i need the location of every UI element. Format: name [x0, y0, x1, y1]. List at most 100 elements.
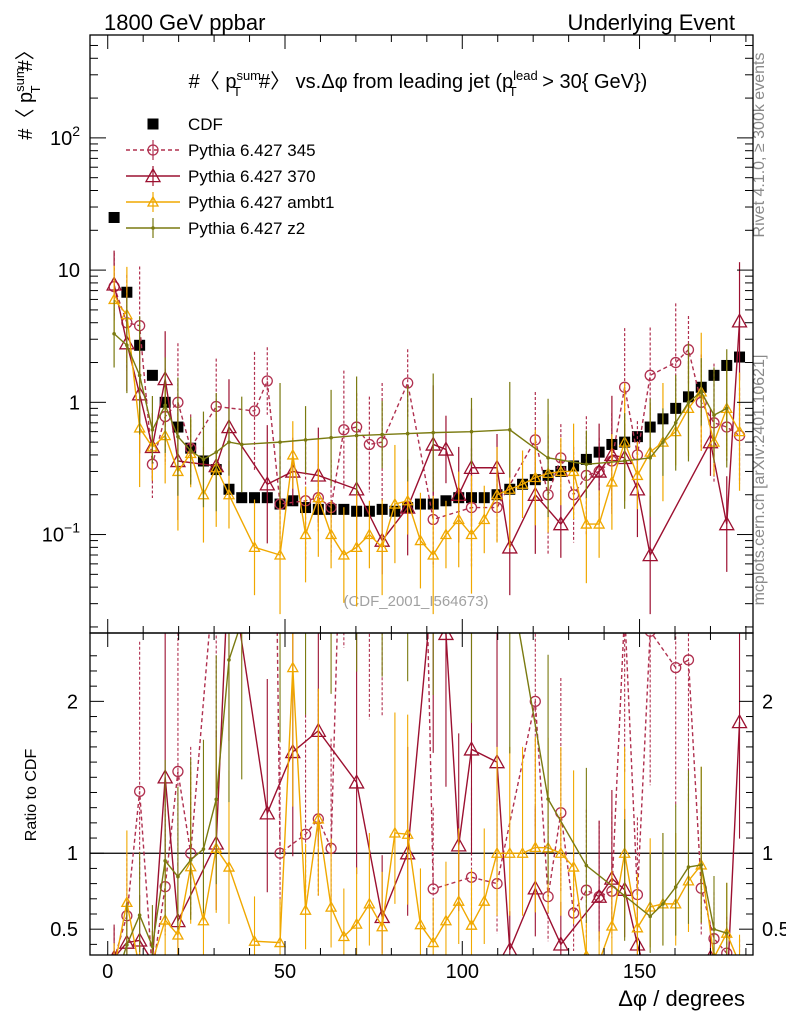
data-point-p345 [670, 356, 682, 369]
data-point-ambt1 [452, 513, 465, 525]
legend-entry-cdf: CDF [147, 115, 223, 134]
data-point-z2 [137, 373, 142, 378]
ratio-point-p345 [147, 968, 157, 978]
data-point-z2 [239, 442, 244, 447]
ratio-point-ambt1 [273, 936, 287, 948]
ratio-point-z2 [214, 797, 219, 802]
series-cdf [108, 211, 746, 517]
legend-entry-ambt1: Pythia 6.427 ambt1 [126, 192, 334, 212]
ratio-point-p345 [274, 847, 286, 859]
ratio-point-ambt1 [478, 894, 491, 906]
header-right: Underlying Event [567, 10, 735, 35]
data-point-p345 [338, 424, 350, 436]
ratio-point-z2 [661, 902, 665, 906]
ratio-point-ambt1 [299, 903, 312, 915]
data-point-ambt1 [401, 494, 414, 506]
ratio-point-z2 [176, 874, 180, 879]
ratio-point-ambt1 [452, 894, 465, 906]
ratio-point-ambt1 [594, 957, 604, 966]
legend-label: Pythia 6.427 370 [188, 167, 316, 186]
legend-marker [146, 195, 160, 207]
data-point-p370 [552, 515, 569, 531]
ratio-point-p345 [620, 605, 630, 615]
ratio-point-ambt1 [222, 860, 236, 872]
ratio-point-ambt1 [567, 860, 580, 872]
data-point-ambt1 [427, 548, 440, 560]
data-point-z2 [469, 429, 474, 434]
x-tick-label: 50 [274, 961, 296, 983]
ratio-series-z2 [112, 620, 729, 987]
ratio-point-ambt1 [350, 917, 363, 929]
data-point-ambt1 [273, 548, 287, 560]
ratio-point-ambt1 [376, 920, 389, 932]
data-point-z2 [163, 403, 167, 408]
ratio-point-ambt1 [159, 913, 172, 925]
data-point-ambt1 [733, 425, 746, 437]
ratio-y-tick-label-left: 0.5 [50, 919, 78, 941]
data-point-p370 [259, 475, 276, 491]
ratio-point-p345 [644, 633, 656, 637]
legend-entry-z2: Pythia 6.427 z2 [126, 218, 305, 238]
data-point-z2 [507, 427, 512, 432]
data-point-z2 [227, 440, 231, 444]
ratio-point-p345 [670, 661, 682, 674]
ratio-point-ambt1 [414, 918, 427, 930]
data-point-ambt1 [222, 488, 236, 500]
data-point-z2 [303, 438, 308, 442]
ratio-point-p345 [735, 961, 745, 971]
ratio-point-ambt1 [135, 964, 145, 973]
data-point-cdf [236, 492, 248, 504]
ratio-line-p345 [114, 633, 730, 955]
ratio-point-z2 [201, 847, 206, 851]
data-point-z2 [405, 431, 410, 436]
data-point-p370 [718, 515, 735, 531]
ratio-series-ambt1 [113, 633, 741, 973]
plot-title: #〈 psum T #〉 vs.Δφ from leading jet (plead… [189, 68, 648, 99]
data-point-ambt1 [567, 465, 580, 477]
data-point-z2 [112, 331, 116, 336]
data-point-z2 [150, 427, 155, 432]
ratio-point-z2 [724, 931, 729, 935]
series-ambt1 [108, 265, 746, 615]
data-point-z2 [201, 457, 206, 462]
ratio-point-z2 [673, 885, 678, 889]
ratio-point-z2 [584, 863, 589, 868]
ratio-y-tick-label-right: 0.5 [762, 919, 786, 941]
data-point-ambt1 [248, 541, 261, 552]
data-point-ambt1 [605, 475, 618, 487]
ratio-point-p345 [427, 883, 439, 895]
y-tick-label: 1 [69, 392, 80, 414]
data-point-p345 [248, 405, 261, 417]
data-point-p345 [261, 375, 273, 387]
data-point-z2 [699, 390, 704, 394]
x-tick-label: 150 [623, 961, 656, 983]
ratio-point-z2 [112, 983, 116, 987]
legend-label: Pythia 6.427 345 [188, 141, 316, 160]
data-point-ambt1 [503, 482, 516, 494]
data-point-z2 [278, 440, 282, 444]
ratio-point-ambt1 [529, 841, 542, 853]
data-point-z2 [214, 450, 219, 454]
legend-marker [147, 118, 159, 130]
ratio-point-p370 [151, 953, 154, 955]
data-point-p345 [363, 438, 376, 451]
x-tick-label: 100 [446, 961, 479, 983]
ratio-point-p345 [133, 785, 146, 798]
ratio-point-ambt1 [337, 930, 350, 942]
data-point-z2 [584, 462, 589, 467]
ratio-y-tick-label-right: 1 [762, 843, 773, 865]
ratio-y-axis-label: Ratio to CDF [23, 749, 40, 842]
ratio-point-z2 [240, 620, 244, 624]
ratio-y-tick-label-left: 2 [67, 691, 78, 713]
ratio-point-z2 [227, 658, 231, 662]
data-point-p370 [501, 539, 518, 554]
data-point-p370 [463, 459, 480, 474]
data-point-z2 [648, 456, 652, 460]
data-point-ambt1 [529, 471, 542, 483]
data-point-z2 [661, 440, 665, 444]
data-point-z2 [712, 413, 716, 417]
data-point-ambt1 [580, 517, 593, 529]
ratio-point-p370 [348, 774, 365, 789]
legend-marker [151, 226, 155, 230]
ratio-point-ambt1 [197, 914, 210, 926]
